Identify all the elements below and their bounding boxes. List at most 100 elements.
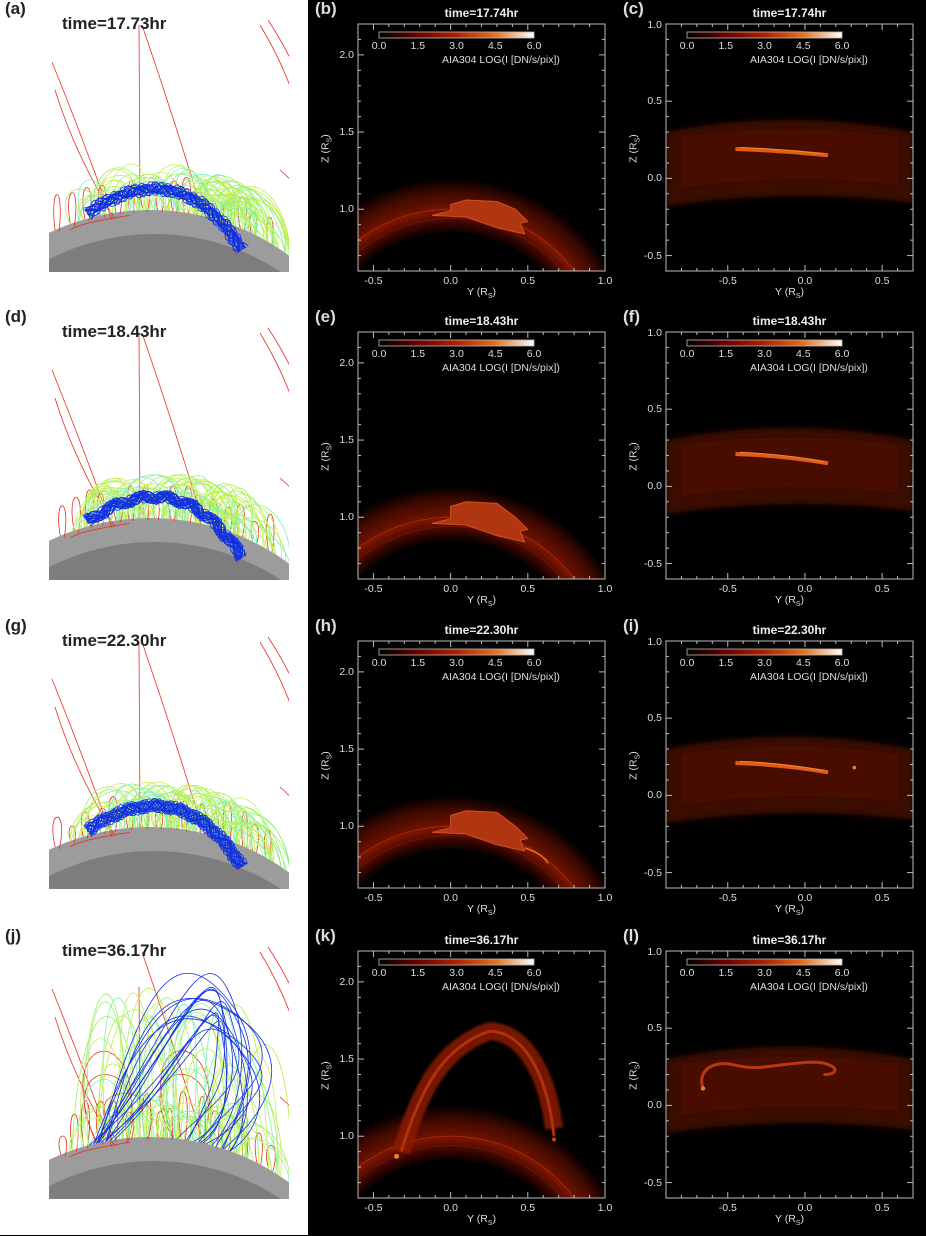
y-axis-label-part: Z (R bbox=[319, 759, 332, 780]
x-axis-label: Y (RS) bbox=[666, 594, 913, 611]
arcade-field-line bbox=[166, 1003, 197, 1141]
arcade-field-line bbox=[146, 1037, 175, 1138]
axis-frame bbox=[357, 331, 606, 580]
arcade-field-line bbox=[103, 1042, 167, 1142]
side-view-panel: (h) time=22.30hr -0.5 0.0 0.5 1.0 1.0 1.5 2.0 Y (… bbox=[310, 617, 618, 926]
open-field-line bbox=[267, 327, 289, 366]
y-tick-label: 0.5 bbox=[647, 712, 662, 725]
panel-time: time=17.74hr bbox=[444, 6, 519, 20]
closed-field-loop bbox=[58, 1135, 67, 1157]
flux-rope-field-line bbox=[87, 184, 246, 249]
panel-label: (g) bbox=[5, 616, 27, 635]
limb-band-inner bbox=[681, 1056, 898, 1115]
flux-rope-field-line bbox=[85, 494, 240, 560]
closed-field-loop bbox=[254, 1132, 263, 1165]
open-field-line bbox=[259, 641, 289, 702]
x-tick-label: 0.0 bbox=[443, 892, 458, 904]
prominence bbox=[431, 501, 529, 543]
y-axis-label-part: ) bbox=[627, 751, 640, 755]
y-tick-label: 0.0 bbox=[647, 172, 662, 185]
open-field-line bbox=[290, 1167, 308, 1210]
y-tick-label: 2.0 bbox=[339, 356, 354, 369]
x-tick-label: 0.0 bbox=[797, 583, 813, 595]
panel-time: time=22.30hr bbox=[444, 623, 519, 637]
y-axis-label-part: S bbox=[634, 445, 642, 451]
closed-field-loop bbox=[198, 1096, 206, 1145]
limb-arc bbox=[358, 526, 563, 579]
flux-rope-field-line bbox=[87, 801, 240, 869]
open-field-line bbox=[259, 951, 289, 1012]
figure-row: (j) time=36.17hr (k) time=36.17hr -0.5 0.0 0.5… bbox=[0, 927, 926, 1236]
y-axis-label-part: S bbox=[634, 754, 642, 760]
colorbar-tick-label: 1.5 bbox=[718, 40, 734, 52]
panel-time: time=18.43hr bbox=[752, 314, 827, 328]
open-field-line bbox=[69, 831, 131, 848]
colorbar bbox=[378, 339, 535, 347]
x-axis-label: Y (RS) bbox=[358, 903, 605, 920]
panel-label: (a) bbox=[5, 0, 26, 18]
filament bbox=[735, 147, 829, 158]
x-axis-label-part: S bbox=[795, 1220, 801, 1228]
closed-field-loop bbox=[266, 1145, 276, 1172]
top-view-panel: (i) time=22.30hr -0.5 0.0 0.5 -0.5 0.0 0.5 1.0 Y … bbox=[618, 617, 926, 926]
colorbar-tick-label: 1.5 bbox=[718, 967, 734, 979]
open-field-line bbox=[141, 951, 203, 1139]
arcade-field-line bbox=[203, 1062, 248, 1158]
arcade-field-line bbox=[176, 1067, 224, 1149]
x-axis-label-part: ) bbox=[800, 286, 804, 298]
x-tick-label: -0.5 bbox=[718, 1202, 737, 1214]
x-axis-label-part: Y (R bbox=[775, 594, 796, 606]
panel-label: (e) bbox=[315, 307, 336, 326]
arcade-field-line bbox=[106, 1109, 146, 1142]
x-tick-label: -0.5 bbox=[364, 275, 383, 287]
y-axis-label-part: S bbox=[326, 137, 334, 143]
closed-field-loop bbox=[68, 192, 77, 227]
bright-footpoint bbox=[700, 1086, 706, 1091]
x-axis-label-part: Y (R bbox=[775, 286, 796, 298]
y-axis-label: Z (RS) bbox=[627, 427, 644, 487]
y-axis-label-part: ) bbox=[627, 442, 640, 446]
colorbar-tick-label: 4.5 bbox=[795, 40, 811, 52]
flux-rope-field-line bbox=[100, 1020, 225, 1143]
arcade-field-line bbox=[83, 483, 115, 528]
arcade-field-line bbox=[226, 822, 272, 861]
x-tick-label: -0.5 bbox=[718, 275, 737, 287]
panel-label: (f) bbox=[623, 307, 640, 326]
y-axis-label-part: Z (R bbox=[319, 450, 332, 471]
field-line-render bbox=[49, 327, 289, 580]
colorbar-tick-label: 3.0 bbox=[757, 657, 772, 669]
limb-band-inner bbox=[681, 746, 898, 805]
colorbar-tick-label: 4.5 bbox=[487, 967, 503, 979]
colorbar-tick-label: 3.0 bbox=[449, 967, 464, 979]
arcade-field-line bbox=[228, 208, 258, 236]
colorbar-tick-label: 3.0 bbox=[757, 967, 772, 979]
arcade-field-line bbox=[128, 1100, 200, 1143]
colorbar-tick-label: 1.5 bbox=[718, 348, 734, 360]
y-axis-label-part: Z (R bbox=[627, 142, 640, 163]
colorbar bbox=[686, 958, 843, 966]
arcade-field-line bbox=[184, 1106, 222, 1148]
arcade-field-line bbox=[200, 187, 280, 249]
y-axis-label: Z (RS) bbox=[319, 736, 336, 796]
filament-core bbox=[740, 451, 824, 463]
x-axis-label-part: ) bbox=[492, 1213, 496, 1225]
y-axis-label: Z (RS) bbox=[627, 1046, 644, 1106]
arcade-field-line bbox=[204, 805, 274, 862]
x-tick-label: 0.5 bbox=[874, 583, 890, 595]
panel-label: (c) bbox=[623, 0, 644, 18]
x-tick-label: 0.0 bbox=[797, 275, 813, 287]
y-axis-label: Z (RS) bbox=[319, 427, 336, 487]
flux-rope-field-line bbox=[90, 181, 247, 248]
prominence bbox=[431, 199, 529, 235]
x-tick-label: 0.5 bbox=[520, 275, 536, 287]
arcade-field-line bbox=[105, 1101, 168, 1142]
colorbar bbox=[378, 958, 535, 966]
aia304-side-image bbox=[357, 640, 606, 889]
side-view-panel: (k) time=36.17hr -0.5 0.0 0.5 1.0 1.0 1.5 2.0 Y (… bbox=[310, 927, 618, 1236]
arcade-field-line bbox=[204, 174, 236, 226]
arcade-field-line bbox=[97, 1015, 148, 1143]
x-tick-label: 0.5 bbox=[874, 892, 890, 904]
erupting-filament bbox=[700, 1060, 837, 1089]
arcade-field-line bbox=[220, 514, 275, 554]
y-tick-label: 2.0 bbox=[339, 48, 354, 61]
